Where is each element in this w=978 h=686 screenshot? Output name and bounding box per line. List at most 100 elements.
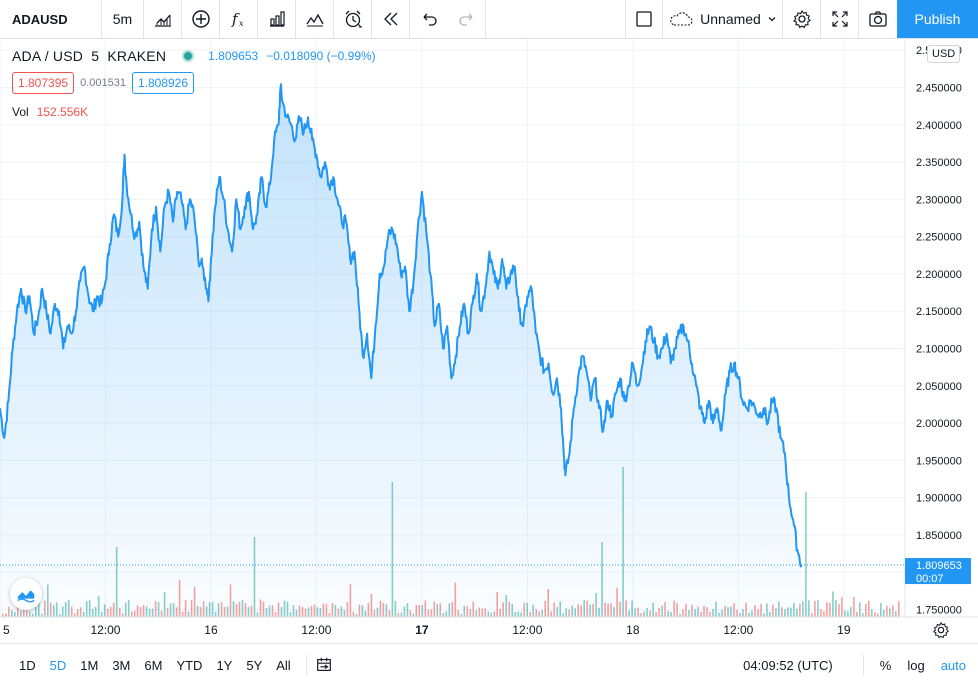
bottom-separator-2	[862, 655, 864, 675]
range-1y-button[interactable]: 1Y	[216, 657, 233, 673]
buy-ask-button[interactable]: 1.808926	[131, 72, 195, 94]
percent-scale-toggle[interactable]: %	[879, 657, 892, 673]
x-tick-label: 12:00	[90, 623, 120, 637]
svg-text:x: x	[239, 19, 244, 28]
x-tick-label: 12:00	[723, 623, 753, 637]
auto-scale-toggle[interactable]: auto	[940, 657, 966, 673]
y-tick-label: 1.900000	[916, 493, 962, 505]
price-area	[0, 83, 803, 618]
volume-bar	[844, 610, 846, 617]
currency-badge[interactable]: USD	[927, 45, 961, 63]
volume-bar	[895, 611, 897, 617]
volume-bar	[808, 600, 810, 617]
legend-change: −0.018090 (−0.99%)	[266, 49, 376, 63]
volume-bar	[886, 605, 888, 617]
templates-icon[interactable]	[296, 0, 334, 38]
interval-button[interactable]: 5m	[102, 0, 144, 38]
volume-bar	[859, 602, 861, 617]
range-3m-button[interactable]: 3M	[112, 657, 131, 673]
volume-bar	[868, 600, 870, 617]
x-tick-label: 17	[415, 623, 429, 637]
sell-bid-button[interactable]: 1.807395	[12, 72, 75, 94]
volume-bar	[865, 603, 867, 617]
y-tick-label: 2.100000	[916, 344, 962, 356]
redo-icon[interactable]	[448, 0, 486, 38]
x-tick-label: 16	[204, 623, 218, 637]
range-6m-button[interactable]: 6M	[144, 657, 163, 673]
svg-text:00:07: 00:07	[916, 573, 944, 585]
y-tick-label: 2.350000	[916, 157, 962, 169]
price-scale[interactable]: 2.5000002.4500002.4000002.3500002.300000…	[916, 45, 962, 616]
bottom-toolbar: 1D 5D 1M 3M 6M YTD 1Y 5Y All 04:09:52 (U…	[0, 643, 978, 686]
y-tick-label: 2.400000	[916, 120, 962, 132]
x-tick-label: 19	[837, 623, 851, 637]
layout-square-icon[interactable]	[625, 0, 663, 38]
legend-last-price: 1.809653	[208, 49, 259, 63]
fullscreen-icon[interactable]	[821, 0, 859, 38]
y-tick-label: 1.850000	[916, 530, 962, 542]
volume-bar	[817, 600, 819, 617]
symbol-search-button[interactable]: ADAUSD	[0, 0, 102, 38]
volume-bar	[850, 607, 852, 617]
volume-bar	[805, 492, 807, 617]
spread-value: 0.001531	[80, 77, 126, 89]
volume-value: 152.556K	[36, 105, 89, 119]
legend-symbol[interactable]: ADA / USD 5 KRAKEN	[12, 48, 167, 64]
volume-bar	[853, 597, 855, 617]
date-range-icon[interactable]	[315, 656, 333, 674]
alert-icon[interactable]	[334, 0, 372, 38]
publish-button[interactable]: Publish	[897, 0, 978, 38]
financials-icon[interactable]	[258, 0, 296, 38]
range-5d-button[interactable]: 5D	[49, 657, 67, 673]
range-1m-button[interactable]: 1M	[80, 657, 99, 673]
range-1d-button[interactable]: 1D	[19, 657, 36, 673]
volume-label[interactable]: Vol	[12, 105, 29, 119]
chart-legend: ADA / USD 5 KRAKEN 1.809653 −0.018090 (−…	[12, 48, 376, 64]
volume-bar	[832, 591, 834, 617]
volume-bar	[892, 605, 894, 617]
replay-icon[interactable]	[372, 0, 410, 38]
scale-settings-gear-icon[interactable]	[930, 619, 952, 641]
volume-bar	[856, 611, 858, 617]
y-tick-label: 2.000000	[916, 418, 962, 430]
volume-bar	[877, 613, 879, 617]
range-ytd-button[interactable]: YTD	[176, 657, 203, 673]
svg-text:f: f	[231, 10, 240, 28]
x-tick-label: 12:00	[301, 623, 331, 637]
volume-bar	[889, 608, 891, 617]
camera-icon[interactable]	[859, 0, 897, 38]
last-price-label: 1.809653 00:07	[905, 558, 971, 585]
tradingview-logo-icon[interactable]	[10, 578, 42, 610]
y-tick-label: 1.950000	[916, 455, 962, 467]
range-all-button[interactable]: All	[276, 657, 291, 673]
price-area-fill	[0, 84, 802, 618]
volume-bar	[820, 609, 822, 617]
price-chart[interactable]: 2.5000002.4500002.4000002.3500002.300000…	[0, 0, 978, 643]
volume-bar	[847, 611, 849, 617]
compare-add-icon[interactable]	[182, 0, 220, 38]
volume-bar	[802, 601, 804, 617]
bar-style-icon[interactable]	[144, 0, 182, 38]
y-tick-label: 2.200000	[916, 269, 962, 281]
log-scale-toggle[interactable]: log	[907, 657, 925, 673]
volume-bar	[883, 610, 885, 617]
bottom-separator	[305, 655, 307, 675]
volume-bar	[823, 611, 825, 617]
volume-bar	[811, 613, 813, 617]
cloud-icon	[670, 12, 693, 26]
x-tick-label: 18	[626, 623, 640, 637]
utc-clock[interactable]: 04:09:52 (UTC)	[743, 657, 833, 673]
undo-icon[interactable]	[410, 0, 448, 38]
layout-name-button[interactable]: Unnamed	[663, 0, 783, 38]
layout-name-label: Unnamed	[700, 11, 761, 27]
time-scale[interactable]: 5 12:00 16 12:00 17 12:00 18 12:00 19	[3, 623, 851, 637]
range-5y-button[interactable]: 5Y	[246, 657, 263, 673]
y-tick-label: 2.250000	[916, 232, 962, 244]
chevron-down-icon	[768, 17, 776, 22]
y-tick-label: 2.450000	[916, 82, 962, 94]
volume-bar	[814, 600, 816, 617]
settings-gear-icon[interactable]	[783, 0, 821, 38]
bid-ask-row: 1.807395 0.001531 1.808926	[12, 72, 195, 94]
